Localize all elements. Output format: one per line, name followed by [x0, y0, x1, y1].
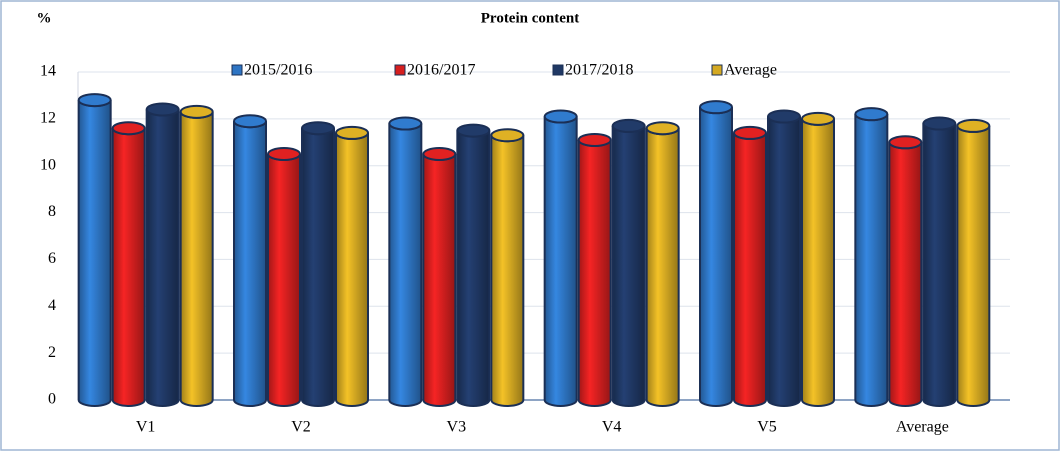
legend-swatch: [711, 64, 723, 76]
legend-label: 2017/2018: [565, 62, 633, 79]
legend-swatch: [552, 64, 564, 76]
x-tick-label: V5: [757, 419, 777, 436]
y-tick-label: 10: [40, 156, 56, 173]
bar-top: [699, 100, 733, 115]
bar: [77, 99, 112, 407]
y-tick-label: 8: [48, 203, 56, 220]
bar-top: [456, 123, 491, 138]
bar-top: [577, 132, 612, 147]
bar-top: [301, 121, 335, 136]
bar-top: [854, 107, 889, 122]
bar-top: [888, 135, 923, 150]
bar-top: [922, 116, 957, 131]
bar: [699, 106, 733, 407]
bar: [267, 153, 301, 407]
bar: [733, 132, 767, 407]
x-tick-label: V3: [447, 419, 467, 436]
bar: [388, 123, 423, 407]
chart-title: Protein content: [481, 10, 579, 26]
bar-top: [111, 121, 146, 136]
bar: [301, 127, 335, 407]
bar: [767, 116, 801, 407]
bar-top: [77, 93, 112, 108]
bar-top: [956, 118, 991, 133]
bar: [888, 142, 923, 407]
bar: [490, 135, 525, 407]
y-tick-label: 4: [48, 297, 56, 314]
bar-top: [145, 102, 180, 117]
bar: [854, 113, 889, 407]
bar-top: [645, 121, 680, 136]
bar-top: [388, 116, 423, 131]
bar-top: [267, 147, 301, 161]
bar: [456, 130, 491, 407]
bar-top: [335, 125, 369, 140]
x-tick-label: V4: [602, 419, 622, 436]
legend-swatch: [394, 64, 406, 76]
bar: [145, 109, 180, 407]
bar-top: [801, 111, 835, 126]
bar: [543, 116, 578, 407]
bar-top: [233, 114, 267, 129]
legend-label: Average: [724, 62, 777, 79]
legend-label: 2016/2017: [407, 62, 475, 79]
x-tick-label: V1: [136, 419, 156, 436]
bar: [577, 139, 612, 407]
bar: [645, 127, 680, 407]
x-tick-label: Average: [896, 419, 949, 436]
bar-top: [543, 109, 578, 124]
bar-top: [490, 128, 525, 143]
y-tick-label: 12: [40, 110, 56, 127]
bar: [422, 153, 457, 407]
bar: [611, 125, 646, 407]
bar: [956, 125, 991, 407]
bar: [801, 118, 835, 407]
y-axis-label: %: [37, 10, 52, 26]
y-tick-label: 6: [48, 250, 56, 267]
bar-top: [767, 109, 801, 124]
x-tick-label: V2: [291, 419, 311, 436]
bar: [335, 132, 369, 407]
legend-label: 2015/2016: [244, 62, 312, 79]
bar: [233, 120, 267, 407]
bar: [111, 127, 146, 407]
legend-swatch: [231, 64, 243, 76]
bar-top: [611, 118, 646, 133]
bar-top: [179, 104, 214, 119]
bar: [179, 111, 214, 407]
y-tick-label: 2: [48, 344, 56, 361]
y-tick-label: 0: [48, 391, 56, 408]
bar: [922, 123, 957, 407]
bar-top: [733, 125, 767, 140]
bar-top: [422, 147, 457, 161]
y-tick-label: 14: [40, 63, 56, 80]
